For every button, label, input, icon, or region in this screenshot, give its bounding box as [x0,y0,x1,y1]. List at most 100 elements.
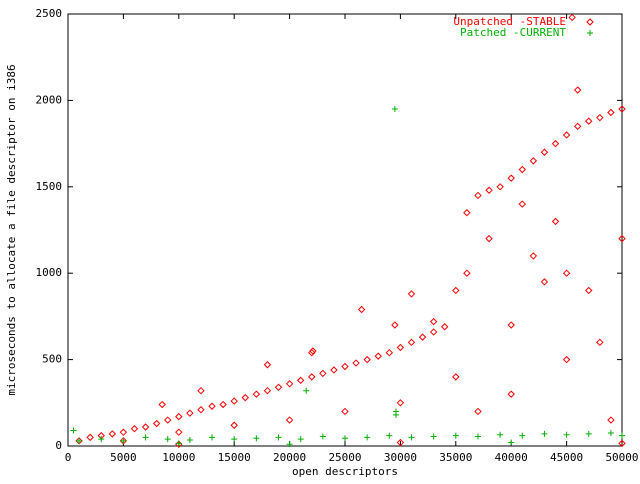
diamond-point [607,416,615,424]
diamond-point [285,380,294,388]
diamond-point [319,369,327,378]
diamond-point [551,139,560,148]
x-tick-label: 5000 [110,451,137,464]
y-tick-label: 500 [42,353,62,366]
diamond-point [357,305,366,314]
diamond-point [474,407,482,416]
diamond-point [296,376,305,385]
plus-point [303,387,310,394]
plus-point [587,30,593,36]
plus-point [474,433,481,440]
diamond-point [391,321,399,329]
plus-point [186,436,193,443]
diamond-point [158,400,166,409]
x-tick-label: 45000 [550,451,583,464]
diamond-point [263,361,272,369]
plus-point [319,433,326,440]
plus-point [607,430,614,437]
diamond-point [374,352,382,360]
plus-point [408,434,415,441]
diamond-point [385,348,394,357]
diamond-point [407,290,416,298]
diamond-point [562,355,571,364]
x-tick-label: 40000 [495,451,528,464]
x-axis-label: open descriptors [292,465,398,478]
diamond-point [263,386,272,395]
plus-point [508,439,515,446]
diamond-point [141,423,150,431]
diamond-point [551,217,560,226]
diamond-point [285,416,294,424]
diamond-point [607,108,615,117]
x-tick-label: 35000 [439,451,472,464]
x-tick-label: 20000 [273,451,306,464]
plus-point [286,441,293,448]
y-tick-label: 1000 [36,266,63,279]
legend-label: Unpatched -STABLE [453,15,566,28]
plus-point [120,437,127,444]
plus-point [392,411,399,418]
diamond-point [585,286,593,295]
diamond-point [529,252,538,260]
diamond-point [308,373,316,381]
diamond-point [562,131,571,139]
x-tick-label: 30000 [384,451,417,464]
diamond-point [507,174,515,182]
diamond-point [396,343,405,352]
diamond-point [418,333,427,341]
diamond-point [407,338,416,347]
x-tick-label: 15000 [218,451,251,464]
plus-point [391,106,398,113]
plus-point [452,432,459,439]
diamond-point [152,419,161,428]
x-tick-label: 0 [65,451,72,464]
plus-point [175,440,182,447]
y-tick-label: 1500 [36,180,63,193]
plus-point [70,427,77,434]
diamond-point [230,421,238,429]
plus-point [142,434,149,441]
x-tick-label: 25000 [328,451,361,464]
diamond-point [518,165,526,174]
plus-point [619,432,625,439]
diamond-point [463,209,471,217]
diamond-point [330,366,338,374]
plus-point [297,436,304,443]
y-tick-label: 2000 [36,93,63,106]
diamond-point [452,286,460,295]
diamond-point [518,200,526,208]
x-tick-label: 50000 [605,451,638,464]
plus-point [585,430,592,437]
plus-point [386,432,393,439]
diamond-point [463,269,471,277]
diamond-point [452,373,460,381]
diamond-point [230,397,238,405]
diamond-point [596,113,604,122]
diamond-point [252,390,261,398]
diamond-point [573,122,582,131]
plus-point [519,432,526,439]
plus-point [253,435,260,442]
diamond-point [396,438,405,447]
plus-point [430,433,437,440]
y-tick-label: 0 [55,439,62,452]
legend-label: Patched -CURRENT [460,26,566,39]
diamond-point [341,362,349,371]
diamond-point [219,400,227,409]
diamond-point [130,425,139,433]
plus-point [164,436,171,443]
diamond-point [208,402,216,410]
diamond-point [474,191,482,200]
diamond-point [573,86,582,94]
diamond-point [197,406,205,414]
diamond-point [241,393,249,402]
diamond-point [529,157,538,165]
plus-point [209,434,216,441]
diamond-point [507,321,515,329]
diamond-point [164,416,172,424]
y-axis-label: microseconds to allocate a file descript… [5,64,18,395]
plus-point [231,436,238,443]
plus-point [364,434,371,441]
diamond-point [108,430,117,438]
